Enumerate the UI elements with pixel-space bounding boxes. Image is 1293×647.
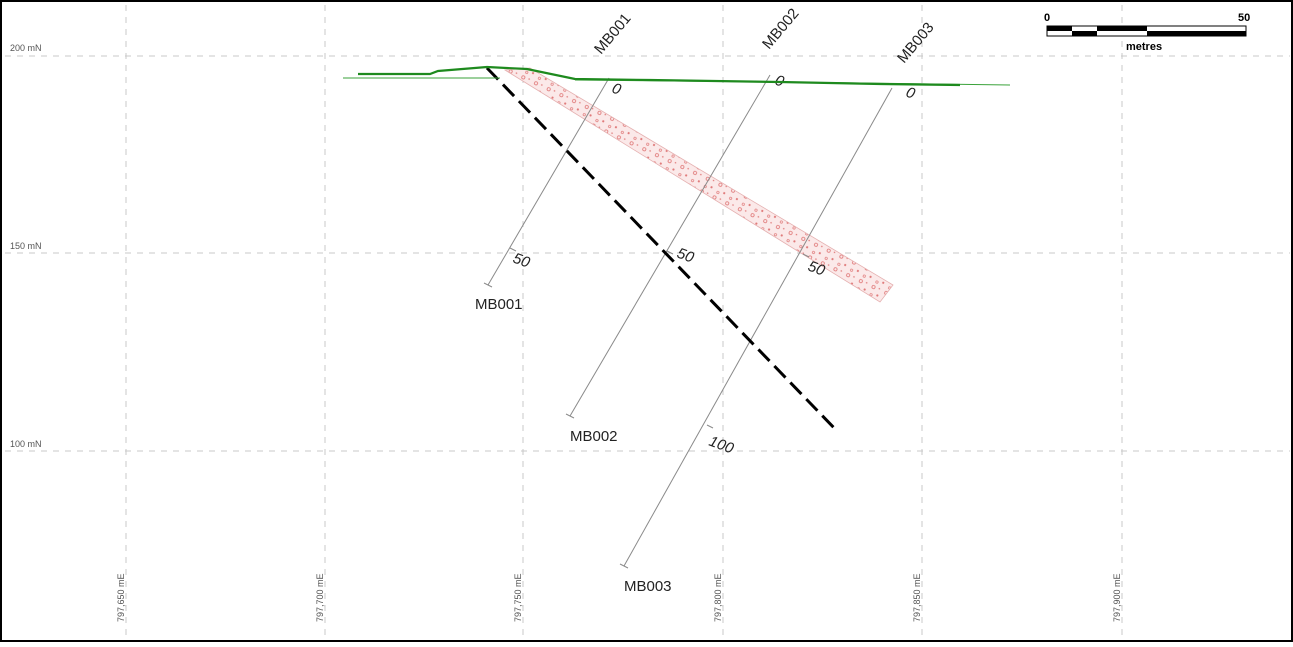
topo-surface-line xyxy=(358,65,961,87)
scale-segment xyxy=(1147,31,1246,36)
northing-labels: 200 mN 150 mN 100 mN xyxy=(10,43,42,449)
drillhole-end-tick xyxy=(483,282,493,288)
depth-tick xyxy=(802,253,810,258)
drillhole-end-tick xyxy=(619,563,629,569)
northing-label: 100 mN xyxy=(10,439,42,449)
easting-label: 797,700 mE xyxy=(315,573,325,622)
depth-tick xyxy=(706,424,714,429)
scale-end-label: 50 xyxy=(1238,12,1250,24)
drillhole-trace xyxy=(487,77,610,286)
drillhole-end-label: MB001 xyxy=(475,296,523,313)
fault-line xyxy=(485,66,840,434)
easting-grid xyxy=(125,5,1123,637)
drillhole-end-label: MB003 xyxy=(624,578,672,595)
easting-label: 797,800 mE xyxy=(713,573,723,622)
depth-label: 50 xyxy=(806,258,828,280)
easting-label: 797,900 mE xyxy=(1112,573,1122,622)
northing-label: 200 mN xyxy=(10,43,42,53)
scale-segment xyxy=(1097,26,1147,31)
northing-grid xyxy=(5,55,1290,452)
depth-label: 50 xyxy=(675,245,697,267)
drillhole-trace xyxy=(623,87,893,567)
depth-tick xyxy=(509,247,517,252)
easting-label: 797,650 mE xyxy=(116,573,126,622)
scale-segment xyxy=(1072,31,1097,36)
drillhole-trace xyxy=(569,74,771,417)
depth-tick xyxy=(666,250,674,255)
scale-start-label: 0 xyxy=(1044,12,1050,24)
drillhole-end-tick xyxy=(565,413,575,419)
easting-label: 797,750 mE xyxy=(513,573,523,622)
topography xyxy=(343,65,1011,87)
depth-label: 50 xyxy=(511,250,533,272)
northing-label: 150 mN xyxy=(10,241,42,251)
easting-labels: 797,650 mE 797,700 mE 797,750 mE 797,800… xyxy=(116,573,1122,622)
drillhole-end-label: MB002 xyxy=(570,428,618,445)
easting-label: 797,850 mE xyxy=(912,573,922,622)
scale-segment xyxy=(1047,26,1072,31)
scale-unit-label: metres xyxy=(1126,41,1162,53)
scale-bar: 0 50 metres xyxy=(1044,12,1250,53)
